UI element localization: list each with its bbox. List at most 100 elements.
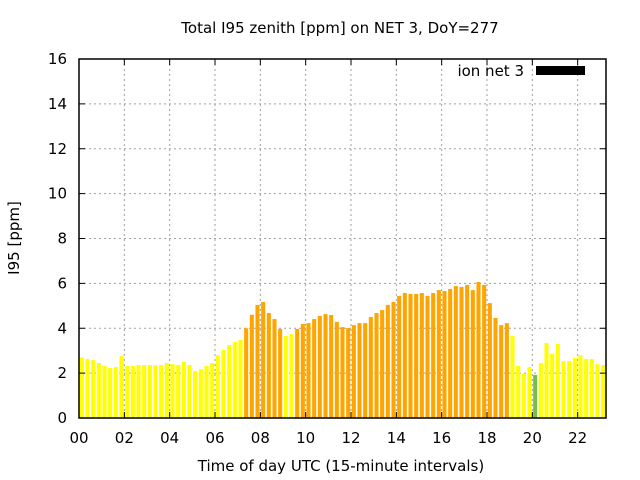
bar xyxy=(238,339,243,418)
bar xyxy=(459,286,464,418)
legend-label: ion net 3 xyxy=(457,62,524,80)
bar xyxy=(204,365,209,418)
bar xyxy=(283,336,288,418)
y-tick-label: 6 xyxy=(57,274,67,292)
bar xyxy=(380,310,385,418)
x-tick-label: 00 xyxy=(69,429,88,447)
bar xyxy=(334,321,339,418)
bar xyxy=(431,293,436,418)
bar xyxy=(130,365,135,418)
bar xyxy=(567,361,572,418)
bar xyxy=(442,291,447,418)
bar xyxy=(125,365,130,418)
bar xyxy=(499,325,504,418)
bar xyxy=(544,343,549,418)
bar xyxy=(385,304,390,418)
bar xyxy=(289,334,294,418)
x-tick-label: 02 xyxy=(115,429,134,447)
bar xyxy=(312,319,317,418)
bar xyxy=(425,295,430,418)
bar xyxy=(470,290,475,418)
bar xyxy=(368,317,373,418)
y-tick-label: 2 xyxy=(57,364,67,382)
x-tick-label: 10 xyxy=(296,429,315,447)
bar xyxy=(414,293,419,418)
bar xyxy=(278,328,283,418)
bar xyxy=(317,315,322,418)
bar xyxy=(232,341,237,418)
bar xyxy=(159,365,164,418)
bar xyxy=(436,290,441,418)
bar xyxy=(589,358,594,418)
bar xyxy=(521,373,526,418)
chart-title: Total I95 zenith [ppm] on NET 3, DoY=277 xyxy=(180,19,498,37)
bar xyxy=(96,363,101,418)
x-tick-label: 18 xyxy=(477,429,496,447)
bar xyxy=(244,328,249,418)
x-tick-label: 12 xyxy=(341,429,360,447)
bar xyxy=(102,365,107,418)
bar xyxy=(198,369,203,418)
y-tick-label: 10 xyxy=(48,185,67,203)
bar xyxy=(516,365,521,418)
bar xyxy=(448,288,453,418)
bar xyxy=(346,328,351,418)
bar xyxy=(408,293,413,418)
bar xyxy=(142,365,147,418)
bar xyxy=(181,361,186,418)
x-tick-label: 04 xyxy=(160,429,179,447)
bar xyxy=(153,365,158,418)
bar xyxy=(601,365,606,418)
bars xyxy=(79,282,606,418)
bar xyxy=(113,367,118,418)
y-tick-label: 0 xyxy=(57,409,67,427)
bar xyxy=(272,319,277,418)
bar xyxy=(538,363,543,418)
bar xyxy=(85,358,90,418)
bar xyxy=(482,284,487,418)
bar xyxy=(119,356,124,418)
bar xyxy=(193,370,198,418)
bar xyxy=(487,303,492,418)
bar xyxy=(164,363,169,418)
x-tick-label: 16 xyxy=(432,429,451,447)
bar xyxy=(351,325,356,418)
bar xyxy=(374,312,379,418)
x-tick-label: 22 xyxy=(568,429,587,447)
bar xyxy=(465,284,470,418)
x-tick-label: 14 xyxy=(387,429,406,447)
bar xyxy=(419,293,424,418)
x-tick-label: 20 xyxy=(523,429,542,447)
bar xyxy=(79,357,84,418)
bar xyxy=(584,358,589,418)
bar xyxy=(595,364,600,418)
bar xyxy=(391,301,396,418)
bar xyxy=(255,304,260,418)
y-tick-label: 4 xyxy=(57,319,67,337)
bar xyxy=(227,345,232,418)
bar xyxy=(397,295,402,418)
bar xyxy=(504,323,509,418)
bar xyxy=(300,323,305,418)
bar xyxy=(578,355,583,418)
bar xyxy=(533,374,538,418)
bar xyxy=(572,358,577,418)
bar xyxy=(210,363,215,418)
bar xyxy=(306,323,311,418)
bar xyxy=(176,365,181,418)
bar xyxy=(249,314,254,418)
bar xyxy=(402,293,407,418)
x-tick-label: 08 xyxy=(251,429,270,447)
bar xyxy=(108,367,113,418)
bar xyxy=(136,365,141,418)
bar xyxy=(215,355,220,418)
bar xyxy=(295,328,300,418)
bar xyxy=(187,365,192,418)
bar xyxy=(261,301,266,418)
y-axis-label: I95 [ppm] xyxy=(5,201,23,275)
bar xyxy=(363,323,368,418)
bar xyxy=(221,350,226,418)
bar xyxy=(329,315,334,418)
bar xyxy=(340,327,345,418)
